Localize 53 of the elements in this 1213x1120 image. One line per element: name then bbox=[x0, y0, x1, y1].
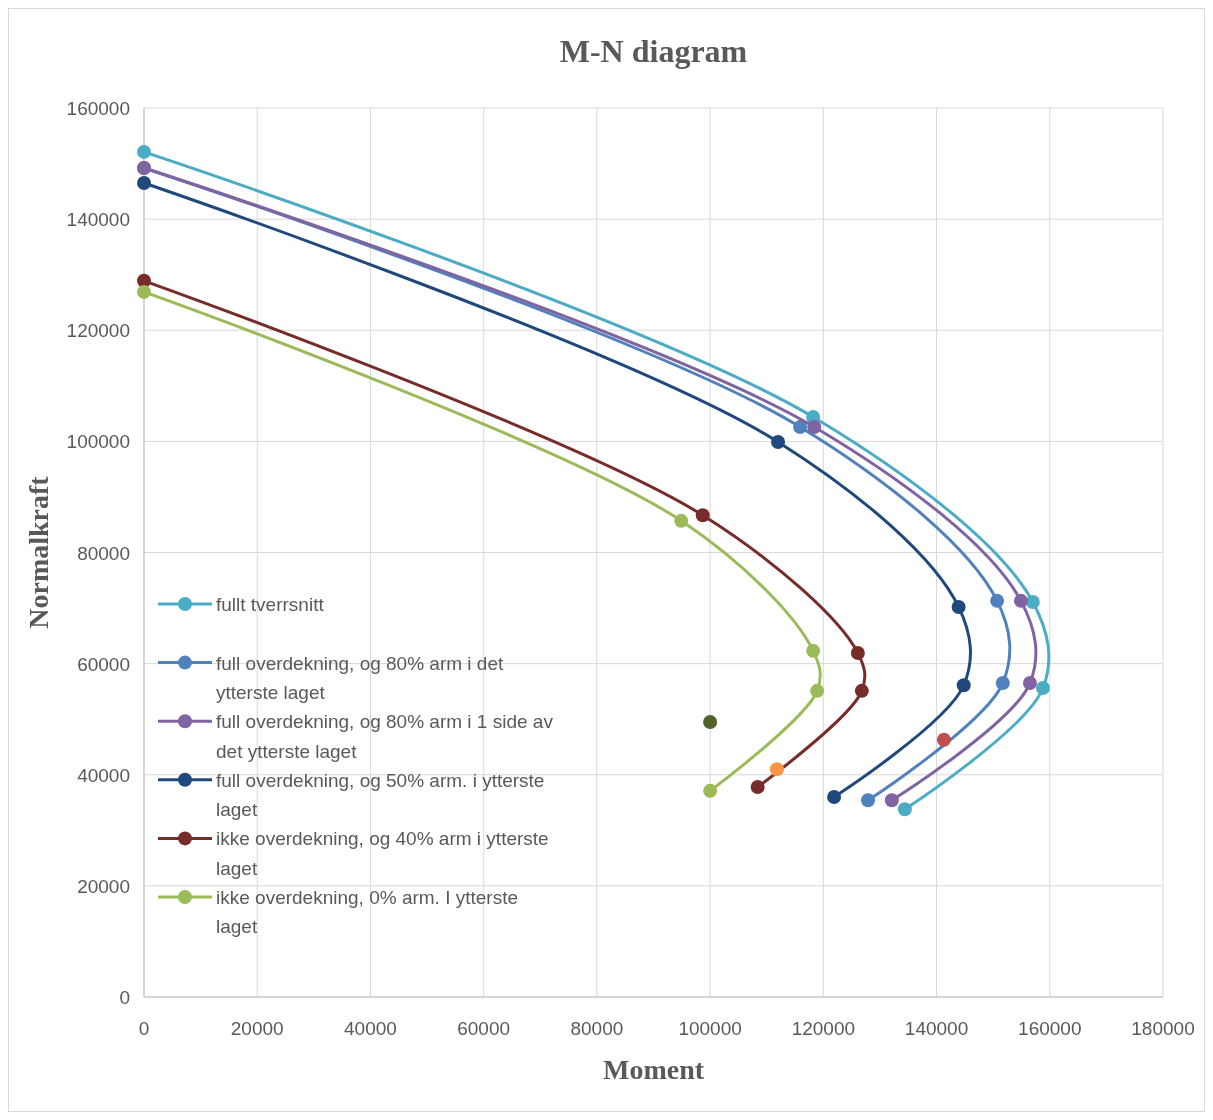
point bbox=[695, 508, 710, 523]
legend-label: ikke overdekning, 0% arm. I ytterste laget bbox=[216, 887, 519, 938]
x-tick-label: 140000 bbox=[904, 1018, 969, 1039]
point bbox=[674, 513, 689, 528]
x-tick-label: 160000 bbox=[1018, 1018, 1082, 1039]
point bbox=[793, 419, 808, 434]
point bbox=[827, 789, 842, 804]
point bbox=[990, 593, 1005, 608]
x-tick-label: 20000 bbox=[230, 1018, 284, 1039]
point bbox=[1022, 676, 1037, 691]
point bbox=[956, 678, 971, 693]
y-tick-label: 120000 bbox=[66, 320, 130, 342]
x-tick-label: 40000 bbox=[344, 1018, 397, 1039]
x-tick-label: 0 bbox=[138, 1018, 150, 1039]
point bbox=[703, 783, 718, 798]
y-tick-label: 20000 bbox=[77, 875, 130, 897]
y-axis-title: Normalkraft bbox=[23, 475, 54, 629]
y-tick-label: 160000 bbox=[66, 98, 130, 119]
point bbox=[936, 732, 951, 747]
x-tick-label: 80000 bbox=[570, 1018, 624, 1039]
y-tick-label: 0 bbox=[119, 987, 130, 1008]
point bbox=[861, 793, 876, 808]
point bbox=[750, 779, 765, 794]
point bbox=[951, 599, 966, 614]
y-tick-label: 60000 bbox=[77, 653, 130, 675]
point bbox=[807, 419, 822, 434]
x-tick-label: 60000 bbox=[457, 1018, 511, 1039]
point bbox=[137, 284, 151, 299]
point bbox=[1035, 681, 1050, 696]
x-tick-label: 100000 bbox=[678, 1018, 742, 1039]
point bbox=[769, 762, 784, 777]
point bbox=[137, 176, 151, 191]
point bbox=[995, 676, 1010, 691]
x-tick-label: 120000 bbox=[791, 1018, 856, 1039]
point bbox=[806, 643, 821, 658]
y-tick-label: 100000 bbox=[66, 431, 130, 453]
y-tick-label: 40000 bbox=[77, 764, 130, 786]
x-axis-title: Moment bbox=[602, 1054, 705, 1085]
y-tick-label: 80000 bbox=[77, 542, 130, 564]
point bbox=[884, 793, 899, 808]
point bbox=[137, 144, 151, 159]
point bbox=[703, 714, 718, 729]
point bbox=[854, 683, 869, 698]
point bbox=[1025, 594, 1040, 609]
point bbox=[1013, 593, 1028, 608]
point bbox=[810, 683, 825, 698]
point bbox=[771, 434, 786, 449]
legend-label: fullt tverrsnitt bbox=[216, 594, 325, 615]
x-tick-label: 180000 bbox=[1131, 1018, 1195, 1039]
chart-title: M-N diagram bbox=[559, 33, 748, 69]
point bbox=[850, 646, 865, 661]
y-tick-label: 140000 bbox=[66, 209, 130, 231]
point bbox=[897, 802, 912, 817]
